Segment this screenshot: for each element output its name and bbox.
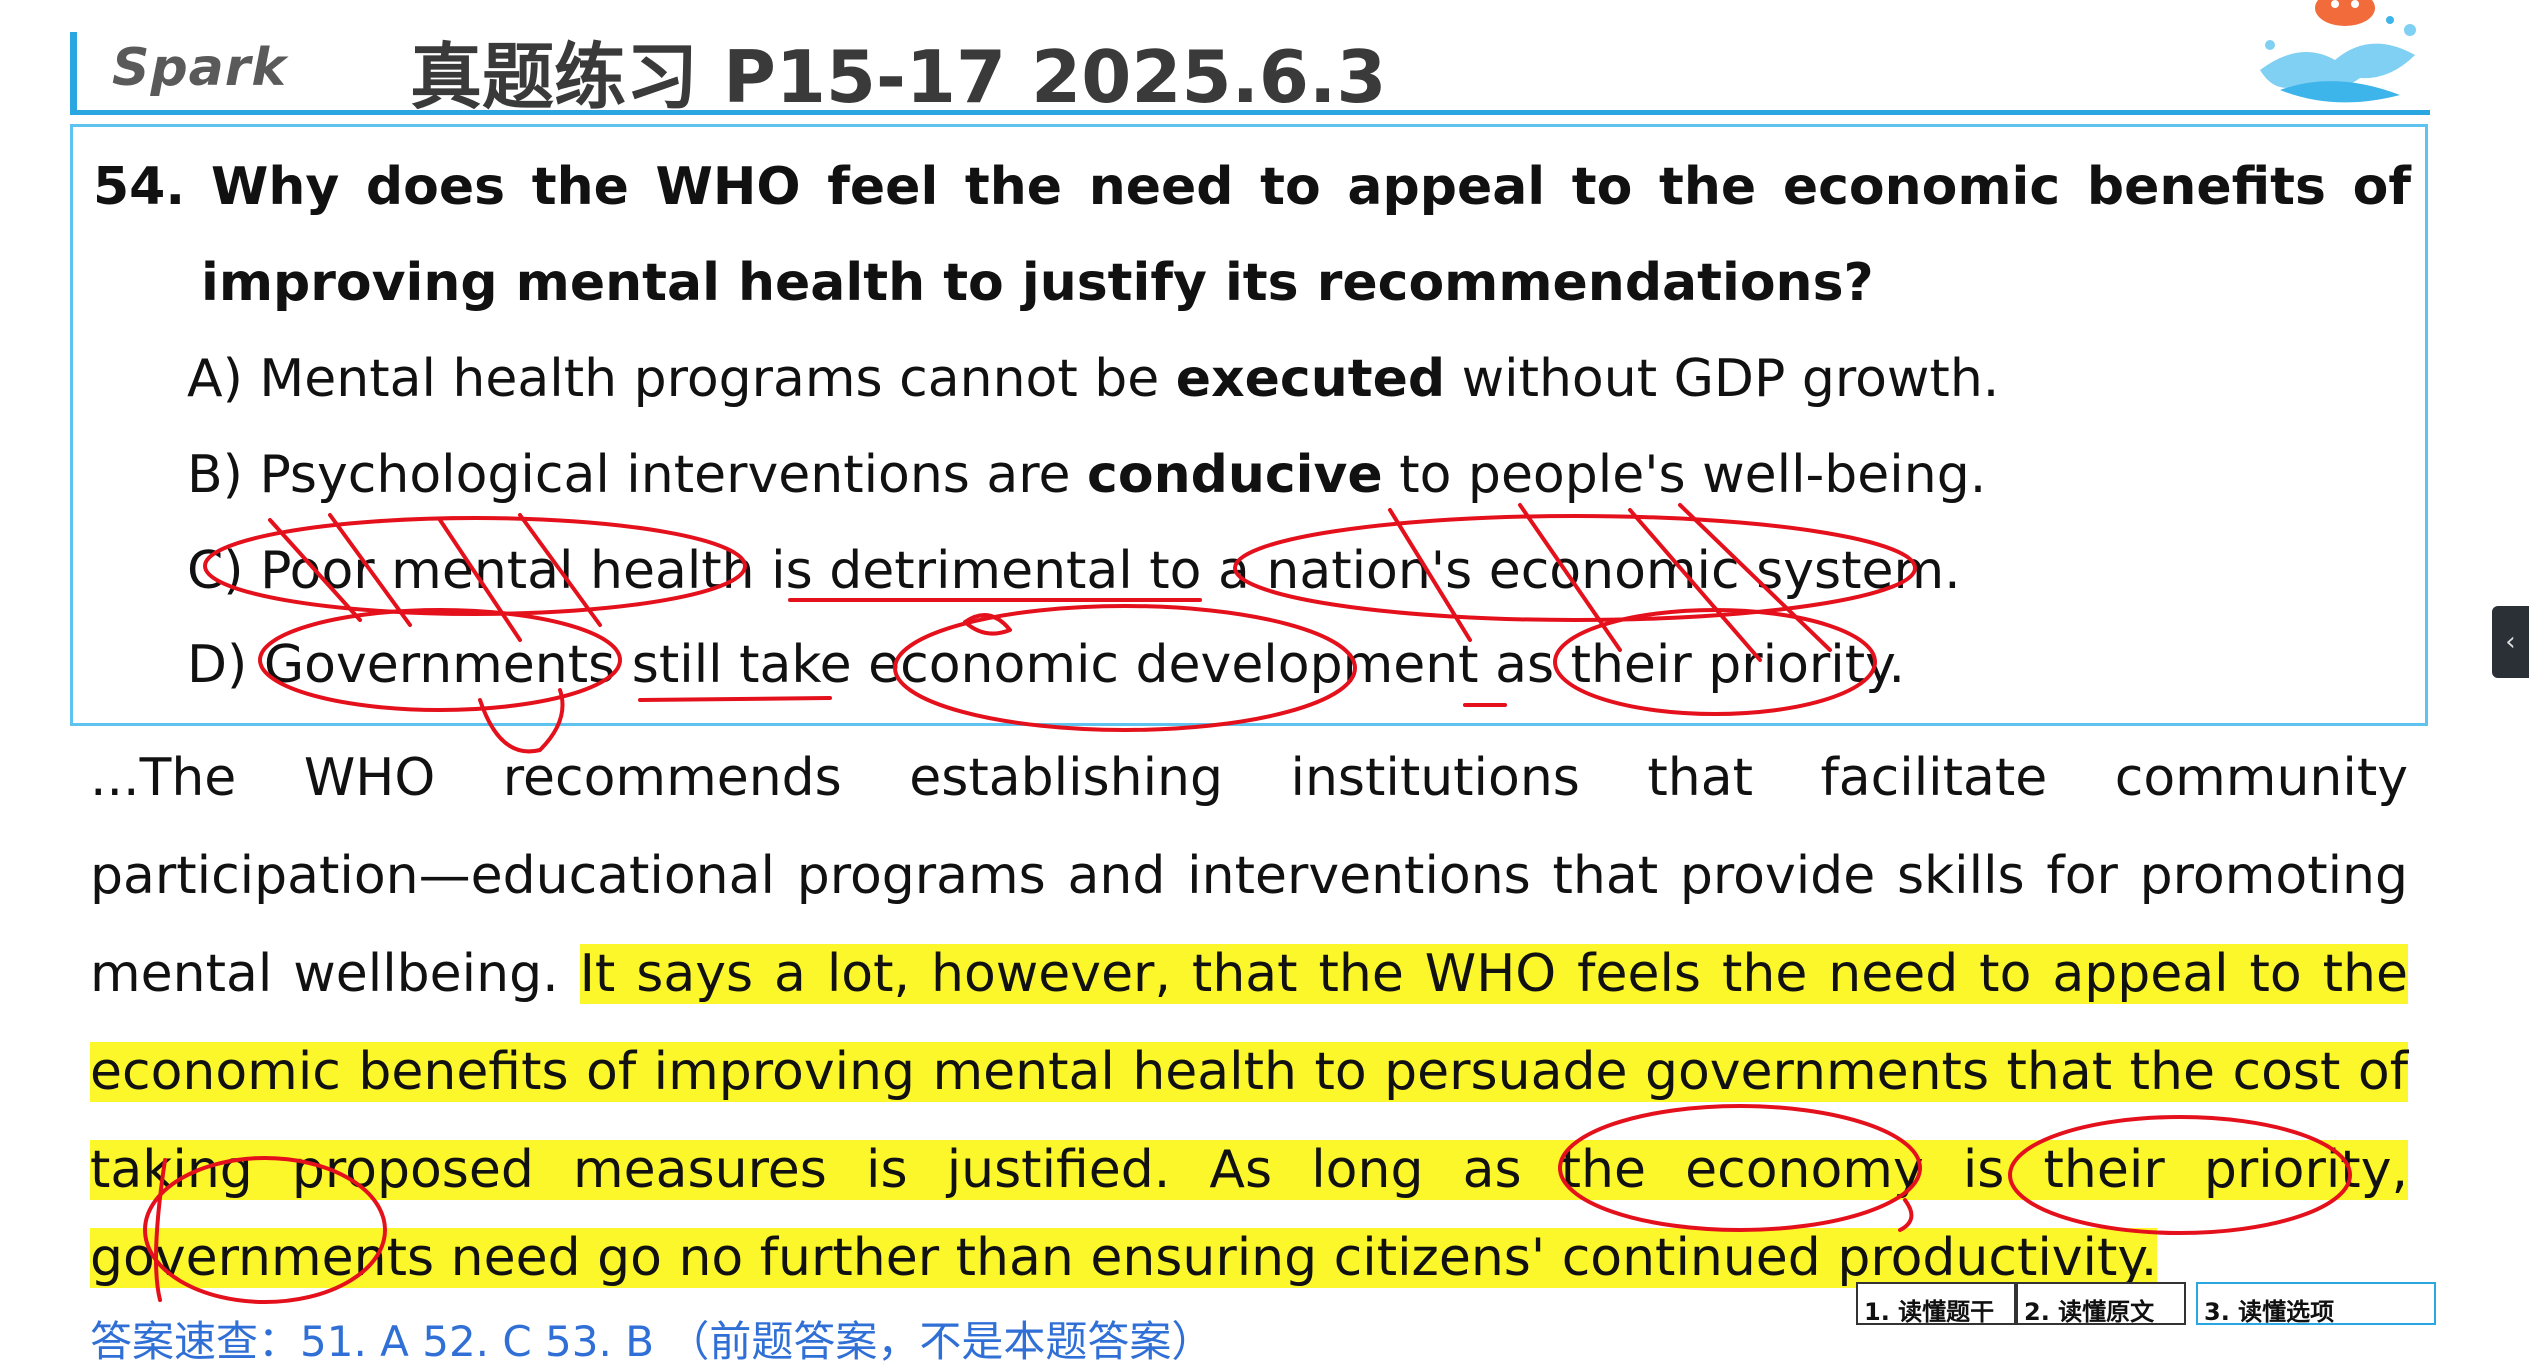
passage-line: mental wellbeing. It says a lot, however…	[90, 944, 2408, 1004]
ink-scribble	[1898, 1198, 1914, 1232]
highlighted-text: taking proposed measures is justified. A…	[90, 1140, 2408, 1200]
question-stem-line1: Why does the WHO feel the need to appeal…	[211, 157, 2411, 217]
option-c: C) Poor mental health is detrimental to …	[187, 541, 1961, 601]
question-stem-line2: improving mental health to justify its r…	[201, 253, 1874, 313]
question-box: 54. Why does the WHO feel the need to ap…	[70, 124, 2428, 726]
page-title: 真题练习 P15-17 2025.6.3	[410, 35, 1387, 119]
header-underline	[70, 110, 2430, 115]
highlighted-text: economic benefits of improving mental he…	[90, 1042, 2408, 1102]
page-header: Spark 真题练习 P15-17 2025.6.3	[0, 0, 2440, 119]
step-read-options[interactable]: 3. 读懂选项	[2196, 1282, 2436, 1326]
step-read-passage[interactable]: 2. 读懂原文	[2016, 1282, 2186, 1326]
answer-key-line: 答案速查：51. A 52. C 53. B （前题答案，不是本题答案）	[90, 1317, 1214, 1366]
option-d: D) Governments still take economic devel…	[187, 635, 1906, 695]
splash-mascot-icon	[2260, 0, 2416, 103]
passage-line: ...The WHO recommends establishing insti…	[90, 748, 2408, 808]
header-accent-bar	[70, 32, 77, 114]
brand-logo: Spark	[112, 38, 287, 98]
side-panel-toggle[interactable]: ‹	[2492, 606, 2529, 678]
passage-line: participation—educational programs and i…	[90, 846, 2408, 906]
step-read-question[interactable]: 1. 读懂题干	[1856, 1282, 2016, 1326]
highlighted-text: governments need go no further than ensu…	[90, 1228, 2158, 1288]
option-b: B) Psychological interventions are condu…	[187, 445, 1987, 505]
passage-line: taking proposed measures is justified. A…	[90, 1140, 2408, 1200]
option-a: A) Mental health programs cannot be exec…	[187, 349, 2000, 409]
chevron-left-icon: ‹	[2505, 627, 2516, 657]
passage-line: governments need go no further than ensu…	[90, 1228, 2158, 1288]
question-number: 54.	[93, 157, 186, 217]
highlighted-text: It says a lot, however, that the WHO fee…	[579, 944, 2408, 1004]
passage-line: economic benefits of improving mental he…	[90, 1042, 2408, 1102]
